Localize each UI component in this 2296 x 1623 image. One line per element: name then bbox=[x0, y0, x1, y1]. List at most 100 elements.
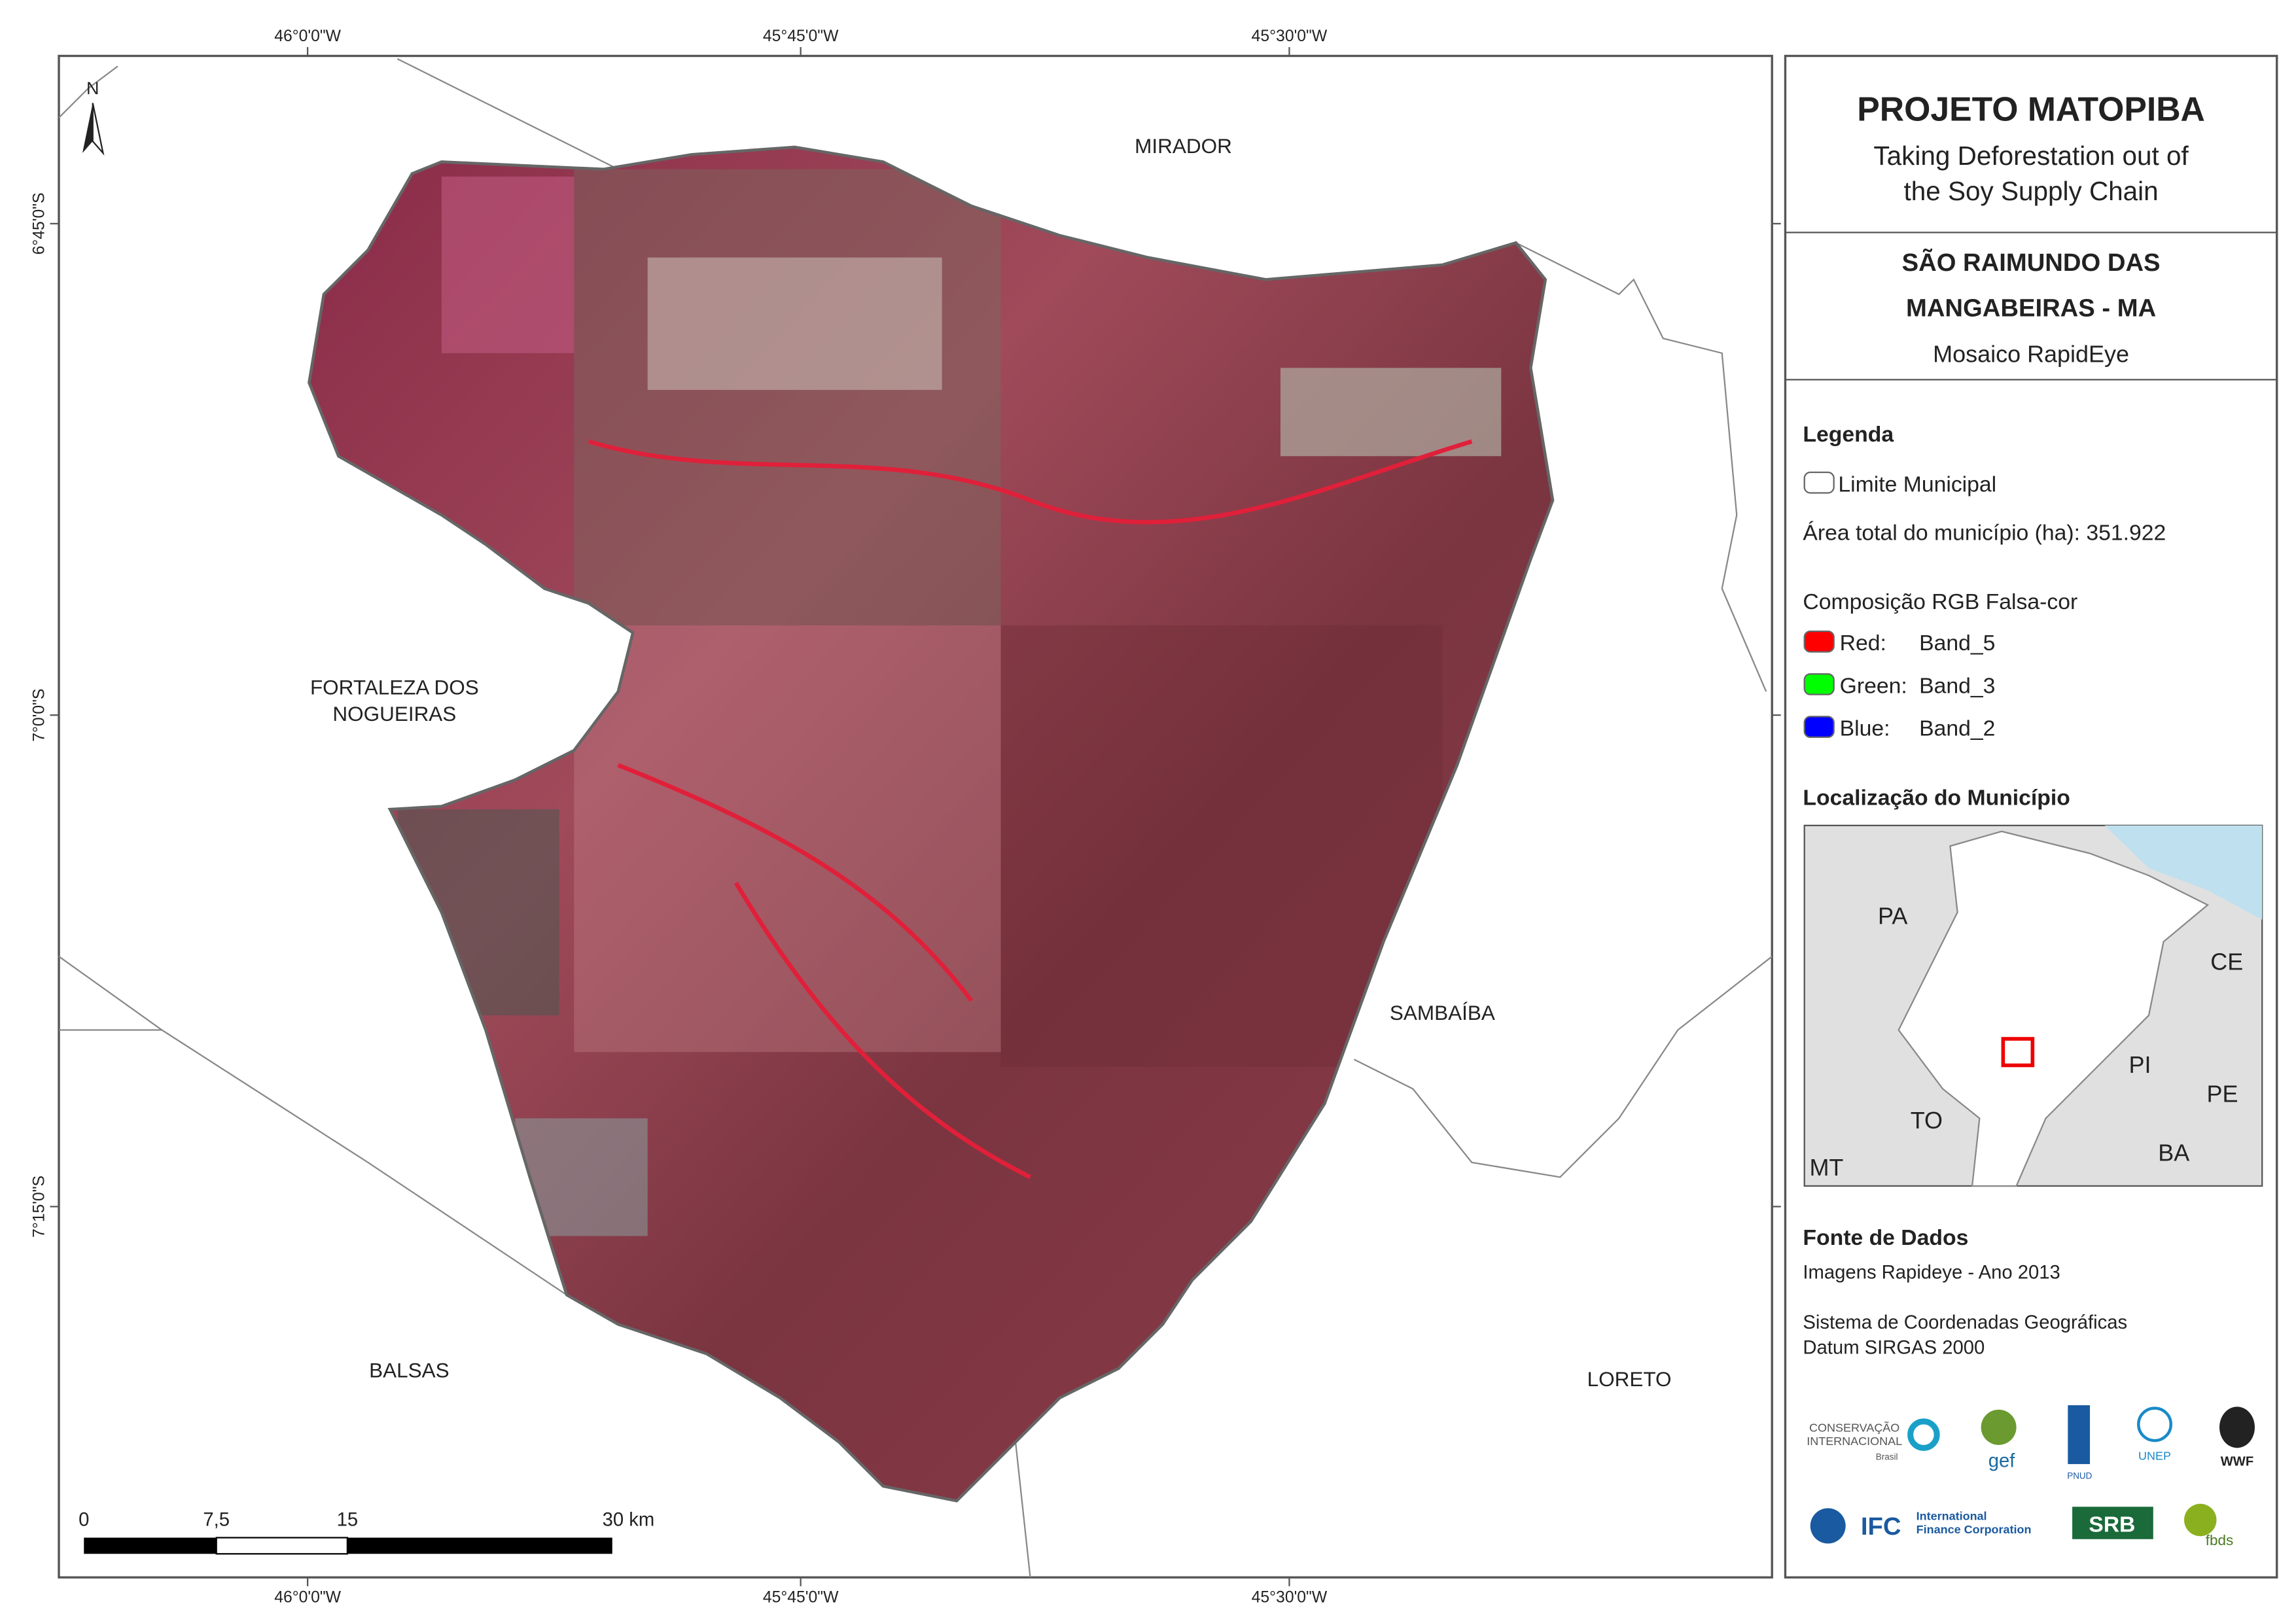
longitude-label: 45°45'0"W bbox=[763, 1589, 839, 1607]
longitude-label: 46°0'0"W bbox=[274, 1589, 341, 1607]
ocean bbox=[2104, 825, 2263, 920]
place-label: FORTALEZA DOS bbox=[310, 676, 479, 699]
satellite-mosaic bbox=[309, 147, 1553, 1501]
latitude-label: 7°0'0"S bbox=[31, 689, 48, 742]
logos: CONSERVAÇÃO INTERNACIONAL Brasil gef PNU… bbox=[1807, 1405, 2255, 1548]
logo-text: International bbox=[1916, 1510, 1987, 1523]
subtitle: the Soy Supply Chain bbox=[1903, 176, 2158, 206]
subtitle: Taking Deforestation out of bbox=[1873, 141, 2189, 171]
area-text: Área total do município (ha): 351.922 bbox=[1803, 521, 2166, 546]
logo-icon bbox=[2072, 1507, 2153, 1539]
boundary bbox=[58, 956, 567, 1296]
longitude-label: 46°0'0"W bbox=[274, 27, 341, 45]
logo-text: WWF bbox=[2221, 1454, 2254, 1469]
legend-swatch bbox=[1803, 630, 1835, 653]
north-label: N bbox=[86, 79, 99, 98]
place-label: MIRADOR bbox=[1135, 134, 1232, 158]
state-label: CE bbox=[2210, 948, 2243, 975]
longitude-label: 45°45'0"W bbox=[763, 27, 839, 45]
logo-icon bbox=[2137, 1406, 2173, 1442]
legend-swatch bbox=[1803, 716, 1835, 739]
boundary bbox=[397, 58, 619, 170]
legend-swatch bbox=[1803, 471, 1835, 494]
source-heading: Fonte de Dados bbox=[1803, 1225, 1968, 1250]
latitude-label: 6°45'0"S bbox=[31, 192, 48, 254]
band-label: Red: bbox=[1840, 631, 1886, 655]
state-label: PE bbox=[2207, 1081, 2238, 1108]
inset-map: PA CE PI PE TO BA MT bbox=[1803, 824, 2263, 1187]
longitude-label: 45°30'0"W bbox=[1252, 1589, 1328, 1607]
boundary bbox=[1014, 1442, 1031, 1578]
state-label: MT bbox=[1809, 1154, 1843, 1181]
legend-heading: Legenda bbox=[1803, 422, 1894, 447]
legend-swatch bbox=[1803, 673, 1835, 695]
boundary bbox=[58, 65, 118, 118]
longitude-label: 45°30'0"W bbox=[1252, 27, 1328, 45]
scale-label: 15 bbox=[337, 1510, 359, 1531]
mosaic: Mosaico RapidEye bbox=[1933, 340, 2129, 367]
logo-text: PNUD bbox=[2067, 1471, 2092, 1481]
state-label: TO bbox=[1911, 1107, 1943, 1134]
band-label: Blue: bbox=[1840, 716, 1890, 741]
boundary bbox=[1353, 956, 1773, 1178]
scale-label: 30 km bbox=[603, 1510, 655, 1531]
state-label: PA bbox=[1878, 903, 1907, 930]
place-label: NOGUEIRAS bbox=[332, 702, 456, 725]
graticule-ticks bbox=[50, 46, 1781, 1586]
tile bbox=[574, 169, 1001, 625]
boundary bbox=[1515, 242, 1767, 692]
field-patch bbox=[441, 176, 574, 353]
logo-icon bbox=[2219, 1406, 2255, 1448]
state-label: BA bbox=[2158, 1140, 2189, 1166]
logo-text: Brasil bbox=[1876, 1452, 1898, 1461]
scale-segment bbox=[84, 1537, 217, 1554]
band-label: Green: bbox=[1840, 673, 1907, 698]
location-marker bbox=[2001, 1037, 2035, 1068]
location-heading: Localização do Município bbox=[1803, 785, 2070, 810]
logo-text: fbds bbox=[2206, 1532, 2234, 1548]
tile bbox=[574, 625, 1001, 1053]
logo-icon bbox=[2068, 1405, 2091, 1465]
source-text: Sistema de Coordenadas Geográficas bbox=[1803, 1312, 2127, 1333]
scale-label: 7,5 bbox=[203, 1510, 230, 1531]
neighbor-boundaries bbox=[58, 58, 1773, 1578]
logo-text: IFC bbox=[1861, 1512, 1901, 1541]
logo-text: Finance Corporation bbox=[1916, 1523, 2032, 1536]
legend-item: Limite Municipal bbox=[1838, 472, 1996, 497]
scale-label: 0 bbox=[79, 1510, 89, 1531]
logo-text: CONSERVAÇÃO bbox=[1809, 1421, 1899, 1435]
latitude-label: 7°15'0"S bbox=[31, 1176, 48, 1238]
place-label: SAMBAÍBA bbox=[1390, 1001, 1495, 1024]
logo-icon bbox=[1981, 1409, 2017, 1445]
arrow-left bbox=[82, 103, 93, 153]
north-arrow: N bbox=[82, 79, 105, 156]
side-panel bbox=[1784, 54, 2278, 1579]
scale-segment bbox=[347, 1537, 612, 1554]
band-name: Band_5 bbox=[1919, 631, 1995, 655]
place-label: BALSAS bbox=[369, 1358, 450, 1382]
arrow-right bbox=[92, 103, 105, 156]
logo-text: UNEP bbox=[2138, 1449, 2171, 1462]
source-text: Imagens Rapideye - Ano 2013 bbox=[1803, 1263, 2060, 1283]
scale-bar: 0 7,5 15 30 km bbox=[79, 1510, 655, 1555]
place-label: LORETO bbox=[1587, 1367, 1672, 1391]
logo-icon bbox=[2184, 1503, 2217, 1537]
drainage bbox=[588, 439, 1473, 1179]
logo-text: INTERNACIONAL bbox=[1807, 1435, 1902, 1448]
band-name: Band_3 bbox=[1919, 673, 1995, 698]
logo-icon bbox=[1810, 1508, 1846, 1544]
municipality: SÃO RAIMUNDO DAS bbox=[1902, 248, 2161, 277]
scale-segment bbox=[215, 1537, 348, 1555]
source-text: Datum SIRGAS 2000 bbox=[1803, 1337, 1985, 1358]
municipal-boundary bbox=[308, 145, 1555, 1503]
state-area bbox=[1898, 830, 2210, 1187]
composition: Composição RGB Falsa-cor bbox=[1803, 589, 2077, 614]
title: PROJETO MATOPIBA bbox=[1857, 90, 2205, 128]
logo-text: SRB bbox=[2089, 1512, 2135, 1537]
band-name: Band_2 bbox=[1919, 716, 1995, 741]
field-patch bbox=[647, 257, 942, 391]
logo-text: gef bbox=[1988, 1451, 2016, 1472]
